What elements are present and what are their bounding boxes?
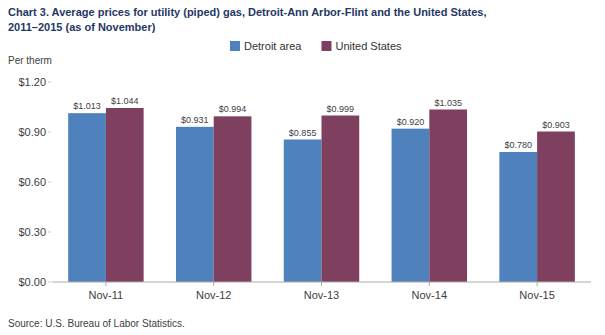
bar	[214, 116, 252, 282]
y-tick	[48, 182, 51, 183]
source: Source: U.S. Bureau of Labor Statistics.	[8, 318, 185, 329]
bars	[68, 108, 575, 282]
bar	[322, 116, 360, 283]
bar	[537, 132, 575, 283]
x-tick	[537, 282, 538, 286]
bar	[284, 140, 322, 283]
y-tick	[48, 232, 51, 233]
data-label: $0.931	[181, 115, 209, 125]
y-tick-label: $1.20	[18, 76, 46, 88]
bar	[106, 108, 144, 282]
legend-entry: Detroit area	[244, 40, 302, 52]
bar	[176, 127, 214, 282]
y-tick-label: $0.60	[18, 176, 46, 188]
bar	[68, 113, 106, 282]
subtitle: 2011–2015 (as of November)	[8, 21, 156, 33]
x-tick-label: Nov-11	[89, 289, 124, 301]
y-tick	[48, 282, 51, 283]
data-label: $0.855	[289, 128, 317, 138]
x-tick-label: Nov-13	[304, 289, 339, 301]
data-label: $0.920	[397, 117, 425, 127]
y-tick-label: $0.90	[18, 126, 46, 138]
x-tick	[321, 282, 322, 286]
data-labels: $1.013 $0.931 $0.855 $0.920 $0.780 $1.044 $0.9…	[73, 96, 569, 150]
y-tick-label: $0.00	[18, 276, 46, 288]
y-axis-label: Per therm	[8, 55, 52, 66]
legend-entry: United States	[335, 40, 402, 52]
y-tick-label: $0.30	[18, 226, 46, 238]
data-label: $1.044	[111, 96, 139, 106]
y-tick	[48, 132, 51, 133]
x-tick-label: Nov-14	[412, 289, 447, 301]
chart: Chart 3. Average prices for utility (pip…	[0, 0, 605, 335]
y-tick	[48, 82, 51, 83]
legend-swatch	[321, 41, 331, 51]
x-tick-label: Nov-15	[519, 289, 554, 301]
bar	[499, 152, 537, 282]
x-tick	[105, 282, 106, 286]
data-label: $0.994	[219, 104, 247, 114]
data-label: $1.035	[434, 98, 462, 108]
data-label: $1.013	[73, 101, 101, 111]
legend-swatch	[230, 41, 240, 51]
title: Chart 3. Average prices for utility (pip…	[8, 6, 487, 18]
data-label: $0.780	[504, 140, 532, 150]
legend: Detroit area United States	[230, 40, 402, 52]
x-tick	[213, 282, 214, 286]
x-tick-label: Nov-12	[196, 289, 231, 301]
data-label: $0.903	[542, 120, 570, 130]
bar	[392, 129, 430, 282]
data-label: $0.999	[327, 104, 355, 114]
bar	[429, 110, 467, 283]
x-tick	[429, 282, 430, 286]
